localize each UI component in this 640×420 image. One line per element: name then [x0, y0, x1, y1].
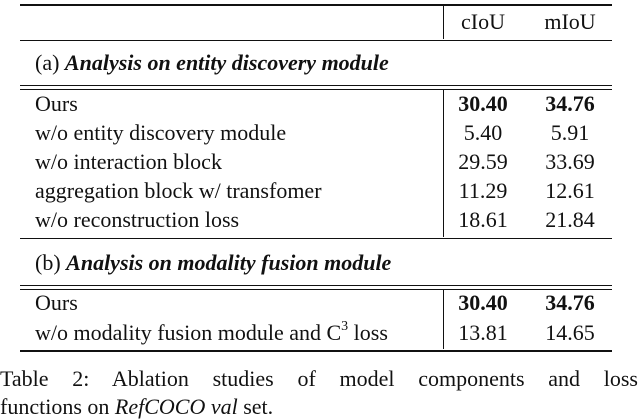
miou-value: 14.65 [545, 320, 595, 345]
section-label: (a) [35, 50, 60, 75]
column-divider [443, 290, 444, 349]
ciou-value: 30.40 [458, 91, 508, 116]
miou-value: 5.91 [550, 120, 590, 145]
row-label-text: w/o reconstruction loss [35, 207, 240, 232]
miou-value: 12.61 [545, 178, 595, 203]
rule [20, 238, 612, 239]
ciou-value: 11.29 [458, 178, 508, 203]
row-label-text: Ours [35, 290, 78, 315]
row-label: w/o reconstruction loss [35, 207, 239, 233]
row-label: aggregation block w/ transfomer [35, 178, 322, 204]
rule [20, 85, 612, 86]
page: {"table": { "header": ["cIoU", "mIoU"], … [0, 4, 638, 419]
miou-value: 34.76 [545, 91, 595, 116]
miou-value: 21.84 [545, 207, 595, 232]
row-label: Ours [35, 290, 78, 316]
column-header: mIoU [544, 9, 596, 34]
caption-text: set. [243, 394, 274, 419]
rule [20, 89, 612, 90]
row-label-text: aggregation block w/ transfomer [35, 178, 322, 203]
ciou-value: 13.81 [458, 320, 508, 345]
caption: functions on RefCOCO val set. [0, 394, 273, 420]
row-label: Ours [35, 91, 78, 117]
miou-value: 34.76 [545, 290, 595, 315]
ciou-value: 29.59 [458, 149, 508, 174]
caption-text: RefCOCO [114, 394, 206, 419]
ciou-value: 30.40 [458, 290, 508, 315]
row-label-text: Ours [35, 91, 78, 116]
miou-value: 33.69 [545, 149, 595, 174]
column-divider [443, 6, 444, 39]
row-label: w/o modality fusion module and C3 loss [35, 318, 388, 346]
section-heading: (a) Analysis on entity discovery module [35, 50, 389, 76]
caption-text: functions on [0, 394, 110, 419]
row-label-text: w/o interaction block [35, 149, 222, 174]
section-title: Analysis on modality fusion module [66, 250, 392, 275]
ciou-value: 18.61 [458, 207, 508, 232]
caption: Table 2: Ablation studies of model compo… [0, 366, 638, 392]
column-divider [443, 90, 444, 237]
rule [20, 289, 612, 290]
caption-text: val [210, 394, 238, 419]
superscript: 3 [341, 318, 349, 334]
section-title: Analysis on entity discovery module [64, 50, 389, 75]
row-label-text: w/o entity discovery module [35, 120, 287, 145]
caption-text: Ablation studies of model components and… [111, 366, 638, 391]
section-heading: (b) Analysis on modality fusion module [35, 250, 391, 276]
caption-label: Table 2: [0, 366, 90, 391]
row-label-text: loss [348, 320, 388, 345]
rule [20, 40, 612, 41]
top-rule [20, 4, 612, 6]
bottom-rule [20, 350, 612, 352]
rule [20, 285, 612, 286]
row-label-text: w/o modality fusion module and C [35, 320, 342, 345]
row-label: w/o entity discovery module [35, 120, 286, 146]
ciou-value: 5.40 [463, 120, 503, 145]
column-header: cIoU [461, 9, 505, 34]
row-label: w/o interaction block [35, 149, 222, 175]
section-label: (b) [35, 250, 61, 275]
